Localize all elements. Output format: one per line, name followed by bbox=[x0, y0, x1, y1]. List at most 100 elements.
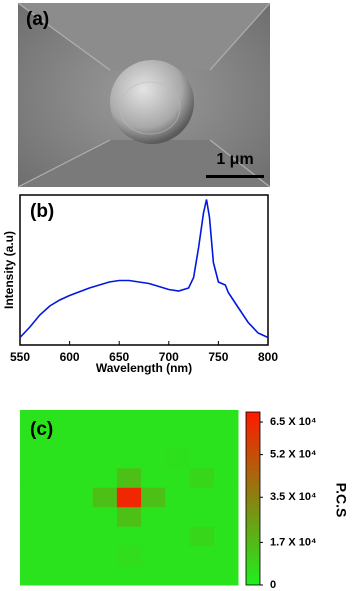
heat-cell bbox=[141, 546, 166, 567]
facet bbox=[18, 3, 270, 70]
heat-cell bbox=[68, 565, 94, 586]
heat-cell bbox=[189, 410, 215, 430]
x-tick-label: 800 bbox=[258, 350, 278, 364]
heat-cell bbox=[116, 546, 142, 567]
heat-cell bbox=[68, 410, 94, 430]
heat-cell bbox=[165, 487, 191, 508]
heat-cell bbox=[189, 487, 215, 508]
heat-cell bbox=[92, 410, 118, 430]
heat-cell bbox=[20, 565, 45, 586]
heat-cell bbox=[165, 410, 191, 430]
scale-bar bbox=[206, 175, 264, 178]
heat-cell bbox=[116, 429, 142, 450]
heat-cell bbox=[189, 429, 215, 450]
heat-cell bbox=[44, 468, 69, 489]
sem-panel: 1 μm (a) bbox=[17, 2, 271, 188]
heat-cell bbox=[92, 507, 118, 528]
heat-cell bbox=[165, 546, 191, 567]
x-tick-label: 750 bbox=[208, 350, 228, 364]
heat-cell bbox=[20, 526, 45, 547]
colorbar-tick-label: 3.5 X 10⁴ bbox=[270, 491, 316, 503]
heat-cell bbox=[189, 468, 215, 489]
heat-cell bbox=[116, 565, 142, 586]
heat-cell bbox=[213, 410, 239, 430]
heat-cell bbox=[213, 565, 239, 586]
heat-cell bbox=[189, 526, 215, 547]
heat-cell bbox=[189, 507, 215, 528]
heat-cell bbox=[68, 507, 94, 528]
heat-cell bbox=[68, 429, 94, 450]
heat-cell bbox=[189, 448, 215, 469]
scale-bar-label: 1 μm bbox=[216, 151, 253, 168]
heat-cell bbox=[165, 507, 191, 528]
spectrum-panel: (b) Wavelength (nm) Intensity (a.u) 550 6… bbox=[2, 194, 278, 375]
heat-cell bbox=[68, 448, 94, 469]
heat-cell bbox=[92, 487, 118, 508]
heat-cell bbox=[92, 565, 118, 586]
x-tick-label: 550 bbox=[10, 350, 30, 364]
heat-cell bbox=[44, 546, 69, 567]
heat-cell bbox=[20, 468, 45, 489]
heat-cell bbox=[20, 507, 45, 528]
heat-cell bbox=[44, 526, 69, 547]
panel-label: (a) bbox=[26, 9, 49, 30]
heat-cell bbox=[165, 468, 191, 489]
heat-cell bbox=[44, 429, 69, 450]
heat-cell bbox=[116, 487, 142, 508]
heat-cell bbox=[44, 448, 69, 469]
heat-cell bbox=[213, 507, 239, 528]
heat-cell bbox=[213, 448, 239, 469]
heat-cell bbox=[213, 429, 239, 450]
heat-cell bbox=[116, 468, 142, 489]
colorbar-tick-label: 6.5 X 10⁴ bbox=[270, 416, 316, 428]
heat-cell bbox=[92, 526, 118, 547]
heat-cell bbox=[165, 526, 191, 547]
heat-cell bbox=[213, 546, 239, 567]
heat-cell bbox=[68, 487, 94, 508]
heat-cell bbox=[68, 526, 94, 547]
heat-cell bbox=[92, 468, 118, 489]
x-axis-label: Wavelength (nm) bbox=[96, 361, 192, 375]
heat-cell bbox=[141, 526, 166, 547]
heat-cell bbox=[44, 410, 69, 430]
heat-cell bbox=[20, 429, 45, 450]
y-axis-label: Intensity (a.u) bbox=[2, 231, 16, 309]
colorbar-label: P.C.S bbox=[333, 483, 349, 518]
heat-cell bbox=[213, 487, 239, 508]
x-tick-label: 600 bbox=[60, 350, 80, 364]
colorbar-tick-label: 5.2 X 10⁴ bbox=[270, 449, 316, 461]
heat-cell bbox=[20, 487, 45, 508]
heat-cell bbox=[44, 487, 69, 508]
heat-cell bbox=[68, 546, 94, 567]
heat-cell bbox=[116, 507, 142, 528]
heat-cell bbox=[68, 468, 94, 489]
heat-cell bbox=[44, 565, 69, 586]
heat-cell bbox=[20, 448, 45, 469]
heat-cell bbox=[141, 487, 166, 508]
panel-label: (b) bbox=[30, 201, 54, 222]
pyramid-edges bbox=[17, 2, 271, 188]
colorbar bbox=[245, 411, 261, 586]
heat-cell bbox=[141, 429, 166, 450]
colorbar-tick-label: 0 bbox=[270, 579, 276, 591]
panel-label: (c) bbox=[30, 419, 53, 440]
colorbar-tick-label: 1.7 X 10⁴ bbox=[270, 536, 316, 548]
plot-frame bbox=[19, 194, 269, 346]
heat-cell bbox=[116, 448, 142, 469]
heat-cell bbox=[213, 468, 239, 489]
spectrum-line bbox=[19, 199, 269, 339]
heat-cell bbox=[20, 546, 45, 567]
x-tick-label: 700 bbox=[159, 350, 179, 364]
heat-cell bbox=[92, 546, 118, 567]
microsphere bbox=[110, 60, 194, 144]
heat-cell bbox=[189, 546, 215, 567]
heat-cell bbox=[141, 448, 166, 469]
heat-cell bbox=[213, 526, 239, 547]
heat-cell bbox=[165, 565, 191, 586]
surface-texture bbox=[119, 81, 181, 135]
heat-cell bbox=[141, 565, 166, 586]
x-tick-label: 650 bbox=[109, 350, 129, 364]
heat-cell bbox=[141, 507, 166, 528]
